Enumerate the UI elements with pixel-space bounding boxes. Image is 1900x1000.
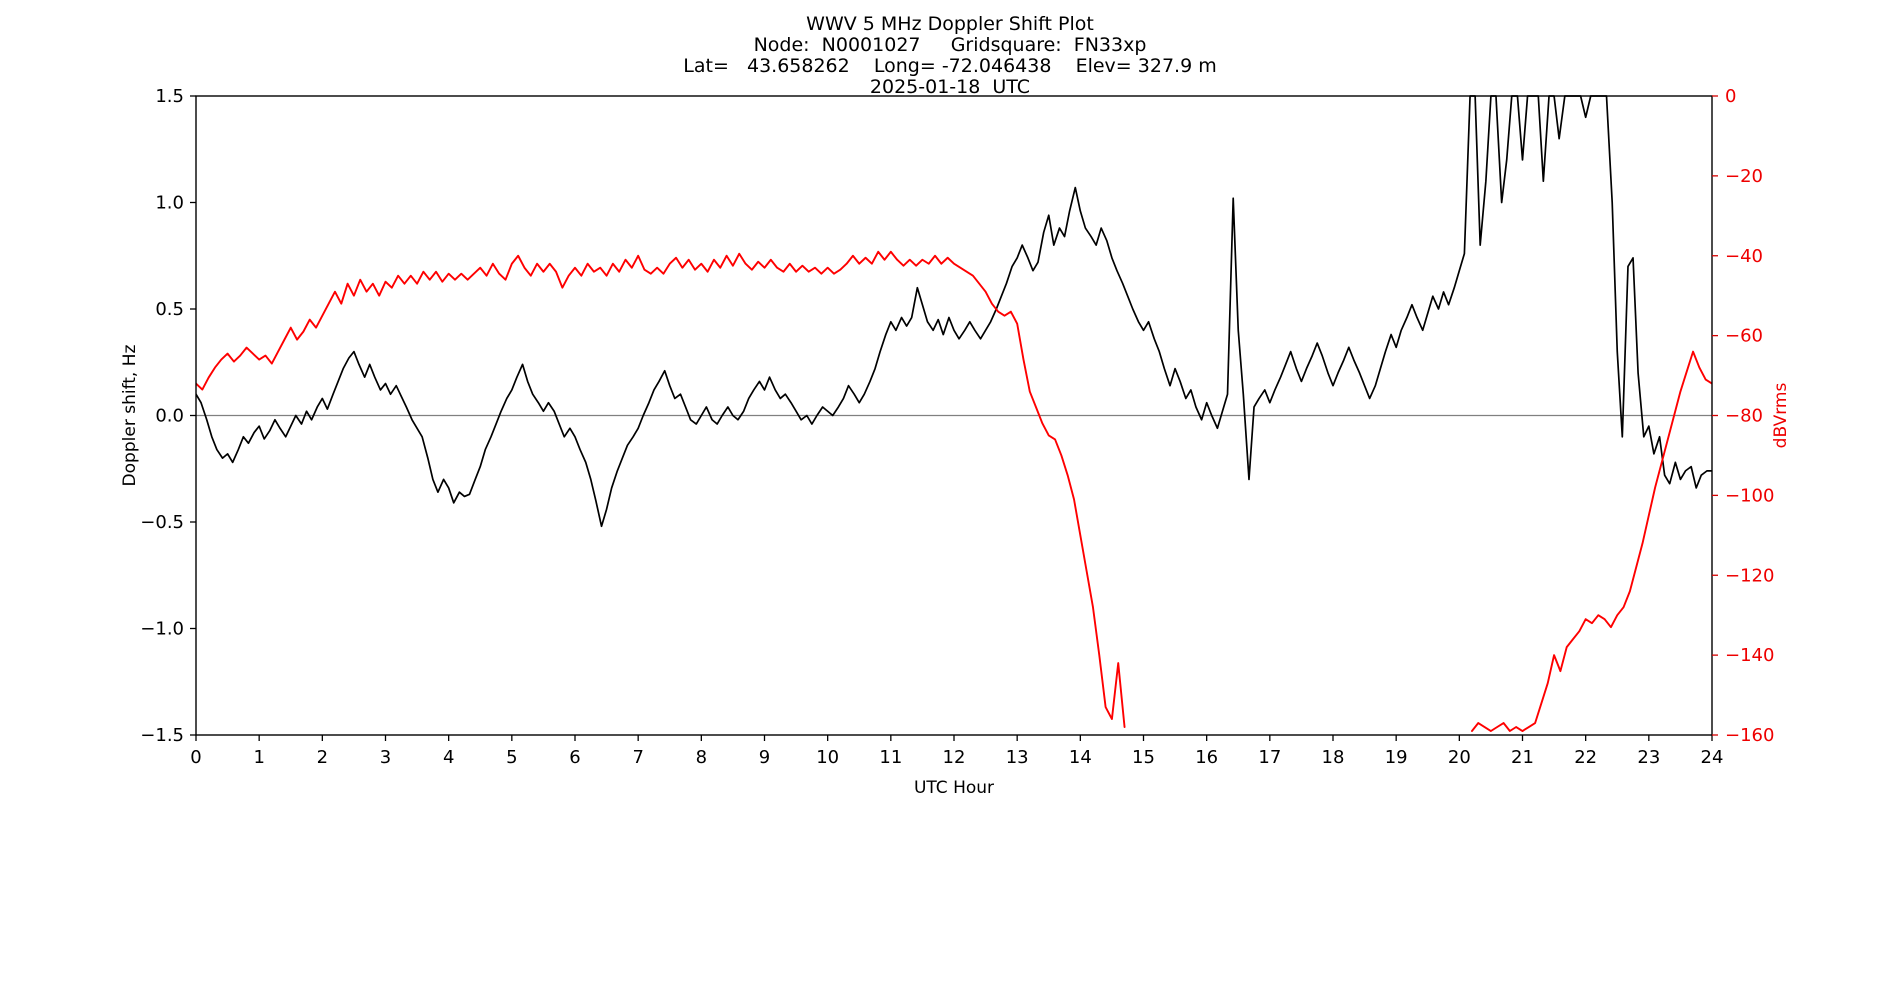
x-axis-tick-label: 12 (943, 747, 966, 768)
x-axis-label: UTC Hour (914, 778, 994, 798)
x-axis-tick-label: 19 (1385, 747, 1408, 768)
y-axis-tick-label: 0.0 (155, 406, 184, 427)
x-axis-tick-label: 24 (1701, 747, 1724, 768)
title-line-4: 2025-01-18 UTC (869, 76, 1031, 98)
series-line-dbvrms (196, 250, 1712, 732)
y-axis-tick-label: 0.5 (155, 299, 184, 320)
x-axis-tick-label: 2 (317, 747, 328, 768)
y-axis-label: Doppler shift, Hz (120, 344, 140, 486)
title-line-3: Lat= 43.658262 Long= -72.046438 Elev= 32… (683, 55, 1217, 77)
x-axis-tick-label: 22 (1574, 747, 1597, 768)
x-axis-tick-label: 23 (1637, 747, 1660, 768)
y2-axis-tick-label: −40 (1725, 246, 1763, 267)
y-axis-tick-label: 1.0 (155, 193, 184, 214)
y-axis-tick-label: 1.5 (155, 86, 184, 107)
series-line-doppler (196, 95, 1712, 528)
y2-axis-tick-label: −60 (1725, 326, 1763, 347)
title-line-2: Node: N0001027 Gridsquare: FN33xp (753, 34, 1147, 56)
x-axis-tick-label: 11 (879, 747, 902, 768)
y2-axis-tick-label: −20 (1725, 166, 1763, 187)
x-axis-tick-label: 7 (632, 747, 643, 768)
y2-axis-tick-label: 0 (1725, 86, 1736, 107)
x-axis-tick-label: 20 (1448, 747, 1471, 768)
y2-axis-tick-label: −140 (1725, 645, 1774, 666)
x-axis-tick-label: 6 (569, 747, 580, 768)
x-axis-tick-label: 21 (1511, 747, 1534, 768)
x-axis-tick-label: 0 (190, 747, 201, 768)
y2-axis-label: dBVrms (1771, 383, 1791, 449)
x-axis-tick-label: 14 (1069, 747, 1092, 768)
x-axis-tick-label: 3 (380, 747, 391, 768)
title-line-1: WWV 5 MHz Doppler Shift Plot (806, 13, 1094, 35)
x-axis-tick-label: 18 (1322, 747, 1345, 768)
y-axis-tick-label: −1.5 (140, 725, 184, 746)
x-axis-tick-label: 4 (443, 747, 454, 768)
x-axis-tick-label: 17 (1258, 747, 1281, 768)
x-axis-tick-label: 1 (253, 747, 264, 768)
x-axis-tick-label: 16 (1195, 747, 1218, 768)
x-axis-tick-label: 10 (816, 747, 839, 768)
x-axis-tick-label: 8 (696, 747, 707, 768)
x-axis-tick-label: 13 (1006, 747, 1029, 768)
x-axis-tick-label: 5 (506, 747, 517, 768)
y2-axis-tick-label: −120 (1725, 565, 1774, 586)
y2-axis-tick-label: −80 (1725, 406, 1763, 427)
figure-title-block: WWV 5 MHz Doppler Shift Plot Node: N0001… (0, 14, 1900, 98)
x-axis-tick-label: 9 (759, 747, 770, 768)
y2-axis-tick-label: −100 (1725, 485, 1774, 506)
x-axis-tick-label: 15 (1132, 747, 1155, 768)
y2-axis-tick-label: −160 (1725, 725, 1774, 746)
y-axis-tick-label: −1.0 (140, 619, 184, 640)
y-axis-tick-label: −0.5 (140, 512, 184, 533)
